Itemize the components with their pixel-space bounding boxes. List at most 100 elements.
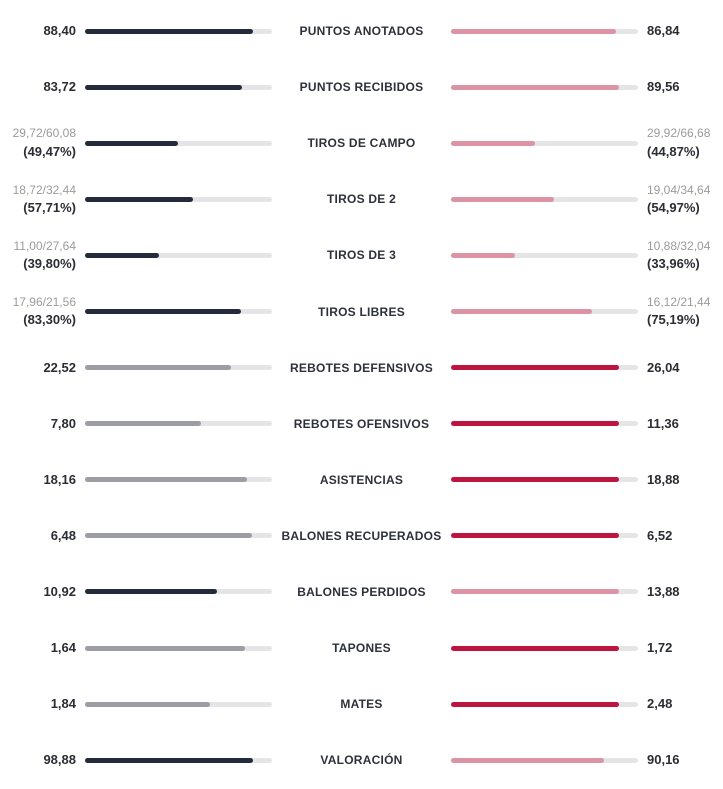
stat-label: TIROS DE CAMPO xyxy=(307,136,416,151)
left-team-value: 29,72/60,08 (49,47%) xyxy=(4,125,76,161)
left-value-text: 88,40 xyxy=(43,22,76,38)
left-team-value: 18,16 xyxy=(4,471,76,489)
right-team-value: 18,88 xyxy=(647,471,719,489)
left-bar-fill xyxy=(85,421,201,427)
right-team-value: 11,36 xyxy=(647,415,719,433)
right-bar-fill xyxy=(451,589,620,595)
stat-row: 1,84 MATES 2,48 xyxy=(4,676,719,732)
right-made-attempted: 10,88/32,04 xyxy=(647,238,711,253)
right-team-value: 13,88 xyxy=(647,583,719,601)
left-bar-track xyxy=(85,757,272,763)
left-bar-track xyxy=(85,252,272,258)
left-bar-track xyxy=(85,589,272,595)
right-bar-fill xyxy=(451,28,617,34)
left-bar-fill xyxy=(85,252,160,258)
right-value-text: (33,96%) xyxy=(647,256,700,272)
left-team-value: 98,88 xyxy=(4,751,76,769)
right-team-value: 10,88/32,04 (33,96%) xyxy=(647,238,719,274)
left-value-text: 1,64 xyxy=(50,639,76,655)
right-bar-track xyxy=(451,252,638,258)
right-value-text: 90,16 xyxy=(647,752,680,768)
right-bar-fill xyxy=(451,196,554,202)
stat-row: 29,72/60,08 (49,47%) TIROS DE CAMPO 29,9… xyxy=(4,115,719,171)
left-bar-track xyxy=(85,196,272,202)
right-bar-track xyxy=(451,140,638,146)
left-team-value: 17,96/21,56 (83,30%) xyxy=(4,294,76,330)
left-bar-fill xyxy=(85,533,253,539)
left-bar-fill xyxy=(85,701,210,707)
stat-label: BALONES RECUPERADOS xyxy=(281,528,442,543)
right-bar-fill xyxy=(451,365,620,371)
right-value-text: 2,48 xyxy=(647,696,673,712)
stat-row: 7,80 REBOTES OFENSIVOS 11,36 xyxy=(4,396,719,452)
stat-label: PUNTOS ANOTADOS xyxy=(299,24,424,39)
right-value-text: 11,36 xyxy=(647,415,679,431)
left-value-text: (83,30%) xyxy=(23,312,76,328)
left-value-text: 1,84 xyxy=(50,696,76,712)
left-value-text: 22,52 xyxy=(43,359,76,375)
right-bar-fill xyxy=(451,421,620,427)
right-team-value: 6,52 xyxy=(647,527,719,545)
left-value-text: (49,47%) xyxy=(23,143,76,159)
right-bar-track xyxy=(451,589,638,595)
right-bar-fill xyxy=(451,252,515,258)
left-made-attempted: 18,72/32,44 xyxy=(12,182,76,197)
right-bar-track xyxy=(451,84,638,90)
left-team-value: 1,64 xyxy=(4,639,76,657)
left-bar-fill xyxy=(85,196,193,202)
left-bar-fill xyxy=(85,757,254,763)
stat-label: TIROS DE 2 xyxy=(326,192,397,207)
stat-label: BALONES PERDIDOS xyxy=(297,584,426,599)
stat-row: 6,48 BALONES RECUPERADOS 6,52 xyxy=(4,508,719,564)
left-team-value: 22,52 xyxy=(4,359,76,377)
stat-label: TIROS DE 3 xyxy=(326,248,397,263)
stat-label: TAPONES xyxy=(332,641,391,656)
left-value-text: 10,92 xyxy=(43,583,76,599)
stat-row: 10,92 BALONES PERDIDOS 13,88 xyxy=(4,564,719,620)
left-made-attempted: 11,00/27,64 xyxy=(13,238,76,253)
stat-rows: 88,40 PUNTOS ANOTADOS 86,84 83,72 PUNTOS… xyxy=(4,3,719,788)
left-team-value: 7,80 xyxy=(4,415,76,433)
right-bar-fill xyxy=(451,84,620,90)
stat-label: VALORACIÓN xyxy=(320,753,403,768)
stat-row: 22,52 REBOTES DEFENSIVOS 26,04 xyxy=(4,340,719,396)
right-bar-track xyxy=(451,645,638,651)
left-value-text: 6,48 xyxy=(50,527,76,543)
right-made-attempted: 29,92/66,68 xyxy=(647,126,711,141)
stat-label: TIROS LIBRES xyxy=(318,304,405,319)
left-value-text: (57,71%) xyxy=(23,199,76,215)
right-bar-track xyxy=(451,196,638,202)
right-bar-track xyxy=(451,757,638,763)
left-bar-track xyxy=(85,140,272,146)
right-value-text: 89,56 xyxy=(647,79,680,95)
stat-label: PUNTOS RECIBIDOS xyxy=(299,80,424,95)
left-team-value: 6,48 xyxy=(4,527,76,545)
left-bar-track xyxy=(85,645,272,651)
right-team-value: 1,72 xyxy=(647,639,719,657)
right-value-text: 26,04 xyxy=(647,359,680,375)
right-bar-fill xyxy=(451,757,605,763)
left-bar-track xyxy=(85,533,272,539)
right-bar-track xyxy=(451,309,638,315)
right-team-value: 86,84 xyxy=(647,22,719,40)
left-team-value: 1,84 xyxy=(4,695,76,713)
left-bar-fill xyxy=(85,28,254,34)
right-team-value: 2,48 xyxy=(647,695,719,713)
left-bar-fill xyxy=(85,477,247,483)
stat-label: ASISTENCIAS xyxy=(319,472,404,487)
right-bar-fill xyxy=(451,645,620,651)
right-value-text: 13,88 xyxy=(647,583,680,599)
stat-row: 83,72 PUNTOS RECIBIDOS 89,56 xyxy=(4,59,719,115)
right-bar-track xyxy=(451,701,638,707)
left-team-value: 88,40 xyxy=(4,22,76,40)
right-value-text: (75,19%) xyxy=(647,312,700,328)
right-bar-track xyxy=(451,533,638,539)
left-team-value: 18,72/32,44 (57,71%) xyxy=(4,182,76,218)
left-bar-fill xyxy=(85,140,178,146)
left-value-text: 18,16 xyxy=(43,471,76,487)
left-made-attempted: 17,96/21,56 xyxy=(12,294,76,309)
right-value-text: (54,97%) xyxy=(647,199,700,215)
right-bar-fill xyxy=(451,477,620,483)
right-bar-fill xyxy=(451,701,620,707)
